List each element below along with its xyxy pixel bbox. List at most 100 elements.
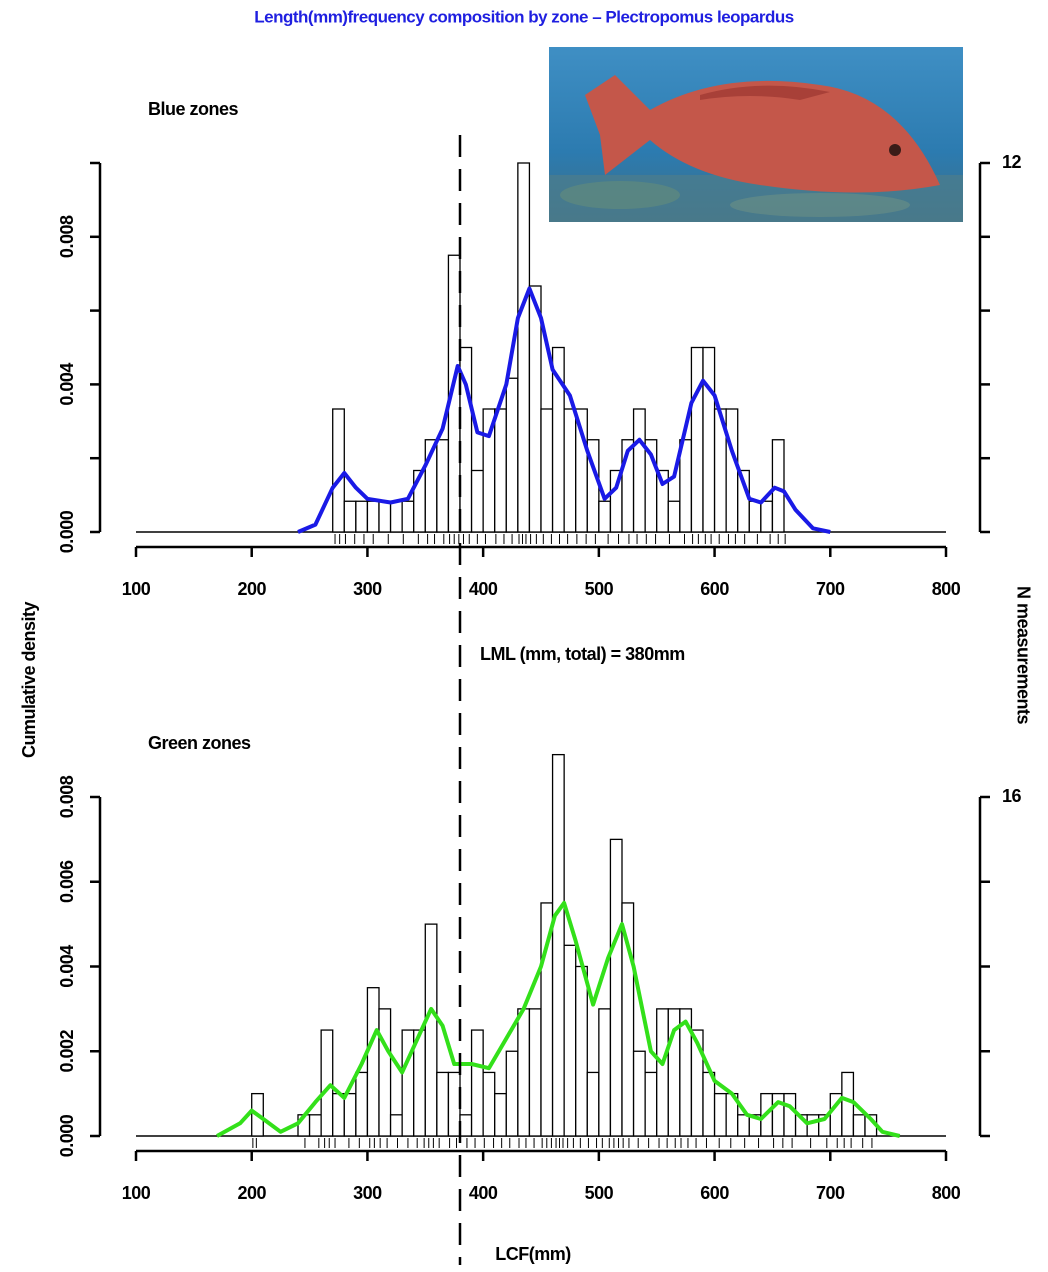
bar — [690, 346, 704, 533]
y-tick-label: 0.002 — [57, 1029, 77, 1072]
bar — [551, 753, 565, 1137]
y2-axis-label: N measurements — [1013, 586, 1033, 725]
bar — [470, 469, 484, 533]
bar — [436, 439, 450, 533]
y-tick-label: 0.006 — [57, 860, 77, 903]
bar — [343, 500, 357, 533]
x-axis-label: LCF(mm) — [495, 1244, 571, 1264]
fish-photo — [549, 47, 963, 222]
x-tick-label: 600 — [700, 1183, 729, 1203]
bar — [528, 1008, 542, 1137]
y-tick-label: 0.004 — [57, 363, 77, 406]
y-tick-label: 0.008 — [57, 775, 77, 818]
x-tick-label: 300 — [353, 1183, 382, 1203]
bar — [679, 439, 693, 533]
x-tick-label: 700 — [816, 1183, 845, 1203]
bar — [598, 1008, 612, 1137]
bar — [320, 1029, 334, 1137]
bar — [401, 1029, 415, 1137]
figure-title: Length(mm)frequency composition by zone … — [254, 7, 794, 26]
bar — [540, 408, 554, 533]
x-tick-label: 100 — [122, 579, 151, 599]
y-tick-label: 0.004 — [57, 945, 77, 988]
bar — [389, 500, 403, 533]
bar — [401, 500, 415, 533]
x-tick-label: 200 — [237, 1183, 266, 1203]
x-tick-label: 700 — [816, 579, 845, 599]
bar — [332, 408, 345, 533]
bar — [517, 1008, 531, 1137]
bar — [482, 1071, 496, 1137]
bar — [609, 838, 623, 1137]
bar — [656, 1008, 669, 1137]
bar — [806, 1114, 820, 1137]
bar — [563, 408, 577, 533]
bar — [424, 923, 438, 1137]
x-tick-label: 500 — [585, 1183, 614, 1203]
panel-title: Blue zones — [148, 99, 239, 119]
y-tick-label: 0.000 — [57, 1114, 77, 1157]
y-axis-label: Cumulative density — [19, 601, 39, 758]
bar — [366, 987, 380, 1137]
x-tick-label: 500 — [585, 579, 614, 599]
x-tick-label: 300 — [353, 579, 382, 599]
bar — [308, 1114, 322, 1137]
bar — [470, 1029, 484, 1137]
bar — [494, 1092, 507, 1137]
bar — [563, 944, 577, 1137]
bar — [644, 1071, 658, 1137]
y2-tick-label: 16 — [1002, 786, 1022, 806]
bar — [760, 500, 774, 533]
x-tick-label: 600 — [700, 579, 729, 599]
bar — [459, 346, 473, 533]
x-tick-label: 200 — [237, 579, 266, 599]
panel-title: Green zones — [148, 733, 251, 753]
y-tick-label: 0.000 — [57, 510, 77, 553]
bar — [343, 1092, 357, 1137]
bar — [378, 500, 392, 533]
y-tick-label: 0.008 — [57, 215, 77, 258]
bar — [783, 1092, 797, 1137]
bar — [517, 162, 531, 533]
bar — [436, 1071, 450, 1137]
bar — [528, 285, 542, 533]
bar — [632, 1050, 646, 1137]
bar — [389, 1114, 403, 1137]
bar — [702, 346, 716, 533]
bar — [748, 500, 762, 533]
bar — [505, 1050, 519, 1137]
bar — [852, 1114, 866, 1137]
x-tick-label: 800 — [932, 579, 961, 599]
bar — [771, 439, 785, 533]
bar — [621, 902, 635, 1137]
bar — [713, 1092, 727, 1137]
bar — [667, 500, 681, 533]
y2-tick-label: 12 — [1002, 152, 1022, 172]
bar — [586, 1071, 600, 1137]
bar — [459, 1114, 473, 1137]
bar — [505, 377, 519, 533]
bar — [494, 408, 507, 533]
density-curve — [216, 900, 901, 1138]
bar — [366, 500, 380, 533]
bar — [702, 1071, 716, 1137]
bar — [332, 1092, 345, 1137]
bar — [355, 500, 369, 533]
reference-label: LML (mm, total) = 380mm — [480, 644, 685, 664]
x-tick-label: 400 — [469, 1183, 498, 1203]
x-tick-label: 400 — [469, 579, 498, 599]
bar — [737, 1114, 750, 1137]
bar — [841, 1071, 855, 1137]
bar — [632, 408, 646, 533]
bar — [771, 1092, 785, 1137]
bar — [598, 500, 612, 533]
density-curve — [297, 286, 831, 534]
bar — [447, 1071, 461, 1137]
x-tick-label: 800 — [932, 1183, 961, 1203]
bar — [575, 965, 588, 1137]
x-tick-label: 100 — [122, 1183, 151, 1203]
bar — [355, 1071, 369, 1137]
bar — [725, 408, 739, 533]
